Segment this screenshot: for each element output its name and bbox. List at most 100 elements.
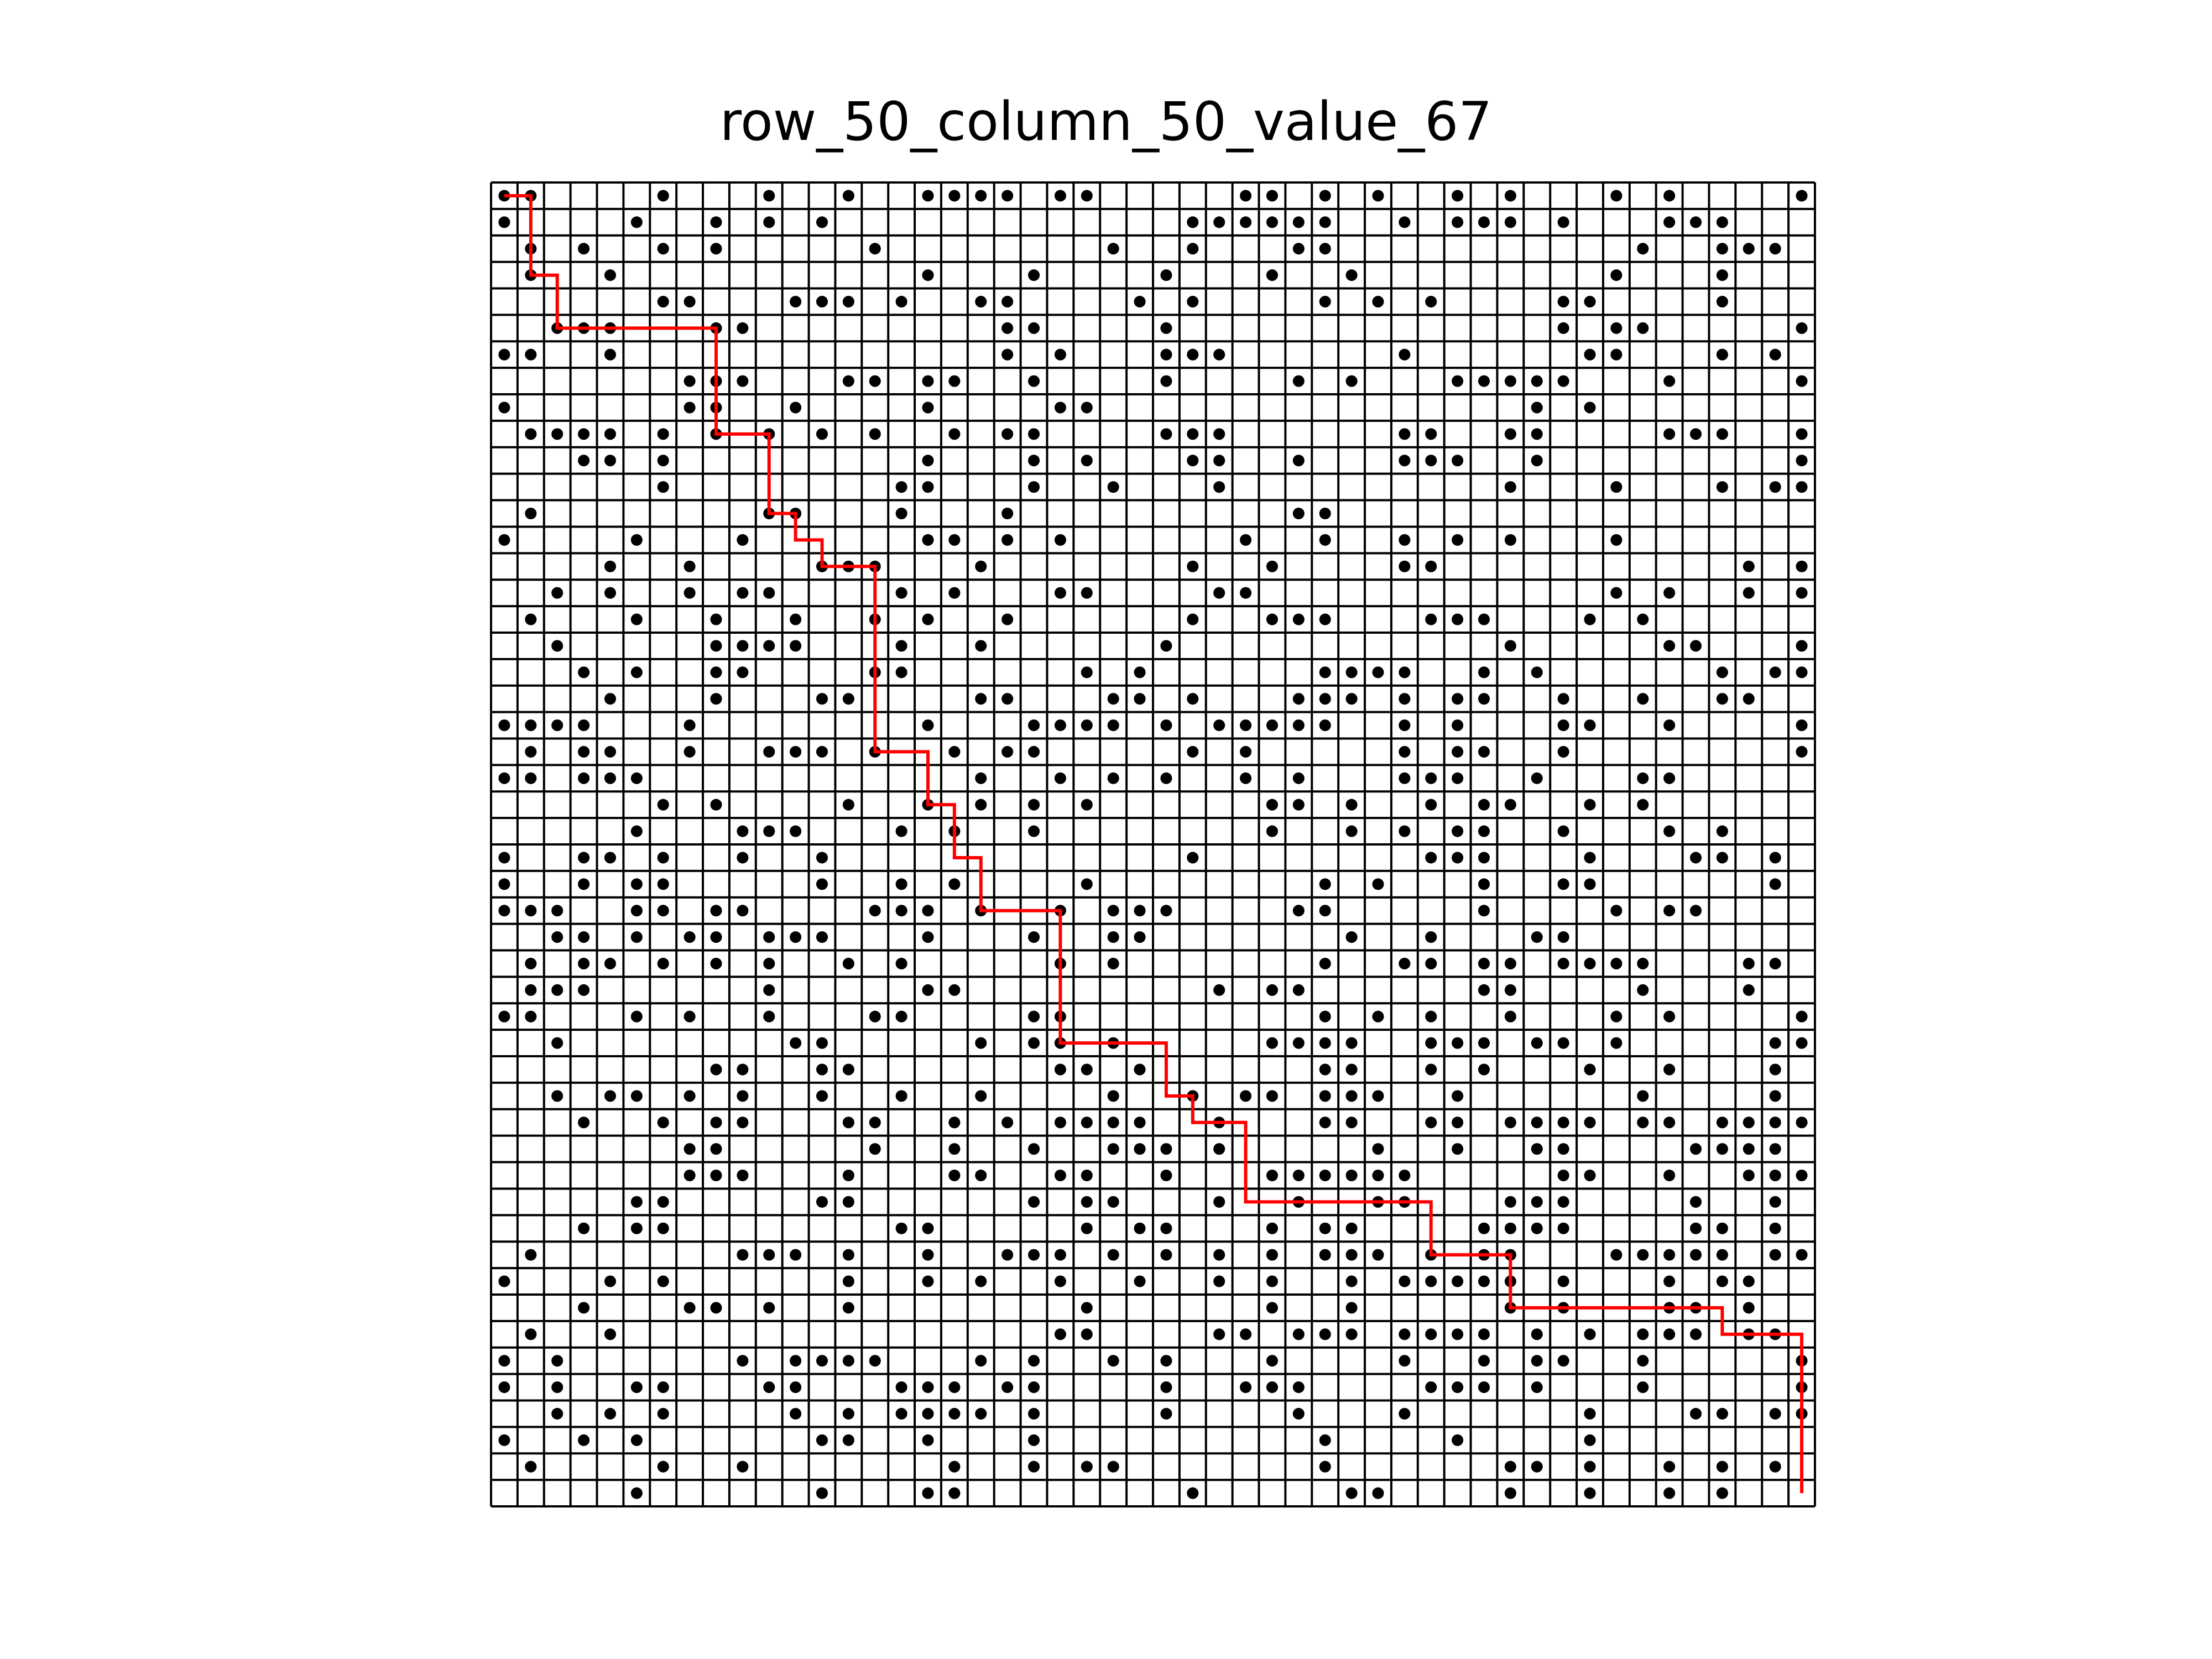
grid-dot — [1399, 772, 1411, 784]
grid-dot — [1054, 1328, 1066, 1340]
grid-dot — [1028, 1143, 1040, 1155]
grid-dot — [1637, 1117, 1649, 1129]
grid-dot — [1716, 1249, 1728, 1261]
grid-dot — [922, 984, 934, 996]
grid-dot — [1716, 825, 1728, 837]
grid-dot — [710, 799, 722, 811]
grid-dot — [922, 534, 934, 546]
grid-dot — [1319, 1222, 1331, 1234]
grid-dot — [657, 455, 669, 467]
grid-dot — [684, 1169, 696, 1182]
grid-dot — [1345, 931, 1358, 943]
grid-dot — [790, 825, 802, 837]
grid-dot — [1028, 799, 1040, 811]
grid-dot — [1372, 190, 1384, 202]
grid-dot — [1319, 507, 1331, 520]
grid-dot — [604, 560, 616, 572]
grid-dot — [630, 931, 643, 943]
grid-dot — [578, 666, 590, 679]
grid-dot — [975, 1275, 987, 1287]
grid-dot — [1425, 852, 1437, 864]
grid-dot — [1690, 1407, 1702, 1420]
grid-dot — [1557, 931, 1569, 943]
grid-dot — [1743, 984, 1755, 996]
grid-dot — [1001, 613, 1014, 625]
grid-dot — [1637, 984, 1649, 996]
grid-dot — [710, 931, 722, 943]
grid-dot — [1266, 1275, 1278, 1287]
grid-dot — [684, 1010, 696, 1022]
grid-dot — [1637, 799, 1649, 811]
grid-dot — [842, 375, 854, 387]
grid-dot — [1796, 666, 1808, 679]
grid-dot — [710, 613, 722, 625]
grid-dot — [1081, 666, 1093, 679]
grid-dot — [1187, 216, 1199, 228]
grid-dot — [1213, 587, 1225, 599]
grid-dot — [1160, 428, 1172, 440]
grid-dot — [498, 1434, 510, 1446]
grid-dot — [1584, 799, 1596, 811]
grid-dot — [604, 1090, 616, 1102]
grid-dot — [710, 1063, 722, 1076]
grid-dot — [1716, 852, 1728, 864]
grid-dot — [1610, 1010, 1623, 1022]
grid-dot — [710, 640, 722, 652]
grid-dot — [1319, 295, 1331, 307]
grid-dot — [1160, 375, 1172, 387]
grid-dot — [684, 1143, 696, 1155]
grid-dot — [1425, 1275, 1437, 1287]
grid-dot — [737, 1117, 749, 1129]
grid-dot — [816, 878, 828, 890]
grid-dot — [1452, 216, 1464, 228]
grid-dot — [1531, 1037, 1543, 1049]
grid-dot — [1425, 931, 1437, 943]
grid-dot — [551, 587, 564, 599]
grid-dot — [1001, 295, 1014, 307]
path-line — [504, 194, 1804, 1494]
grid-dot — [869, 1117, 881, 1129]
grid-dot — [1292, 1037, 1305, 1049]
grid-dot — [657, 481, 669, 493]
grid-dot — [630, 1010, 643, 1022]
grid-dot — [525, 957, 537, 969]
grid-dot — [1452, 534, 1464, 546]
grid-dot — [1001, 1381, 1014, 1394]
grid-dot — [1319, 1010, 1331, 1022]
grid-dot — [737, 640, 749, 652]
grid-dot — [1054, 772, 1066, 784]
grid-dot — [1716, 1460, 1728, 1473]
grid-dot — [1663, 375, 1676, 387]
grid-dot — [630, 534, 643, 546]
grid-dot — [1796, 1117, 1808, 1129]
grid-dot — [1716, 295, 1728, 307]
grid-dot — [1160, 1407, 1172, 1420]
grid-dot — [1637, 772, 1649, 784]
grid-dot — [1319, 666, 1331, 679]
grid-dot — [1663, 905, 1676, 917]
grid-dot — [895, 878, 907, 890]
grid-dot — [816, 295, 828, 307]
grid-dot — [630, 878, 643, 890]
grid-dot — [1054, 587, 1066, 599]
grid-dot — [1690, 1196, 1702, 1208]
grid-dot — [1769, 1117, 1781, 1129]
grid-dot — [498, 772, 510, 784]
grid-dot — [1319, 1063, 1331, 1076]
grid-dot — [1160, 348, 1172, 361]
grid-dot — [869, 1143, 881, 1155]
grid-dot — [790, 1381, 802, 1394]
grid-dot — [975, 1407, 987, 1420]
grid-dot — [1266, 1381, 1278, 1394]
grid-dot — [895, 640, 907, 652]
grid-dot — [1478, 905, 1490, 917]
grid-dot — [1504, 1196, 1516, 1208]
grid-dot — [1557, 825, 1569, 837]
grid-dot — [1663, 1063, 1676, 1076]
grid-dot — [948, 745, 961, 758]
grid-dot — [842, 957, 854, 969]
grid-dot — [1584, 1460, 1596, 1473]
grid-dot — [763, 1010, 775, 1022]
grid-dot — [1345, 375, 1358, 387]
grid-dot — [1001, 190, 1014, 202]
